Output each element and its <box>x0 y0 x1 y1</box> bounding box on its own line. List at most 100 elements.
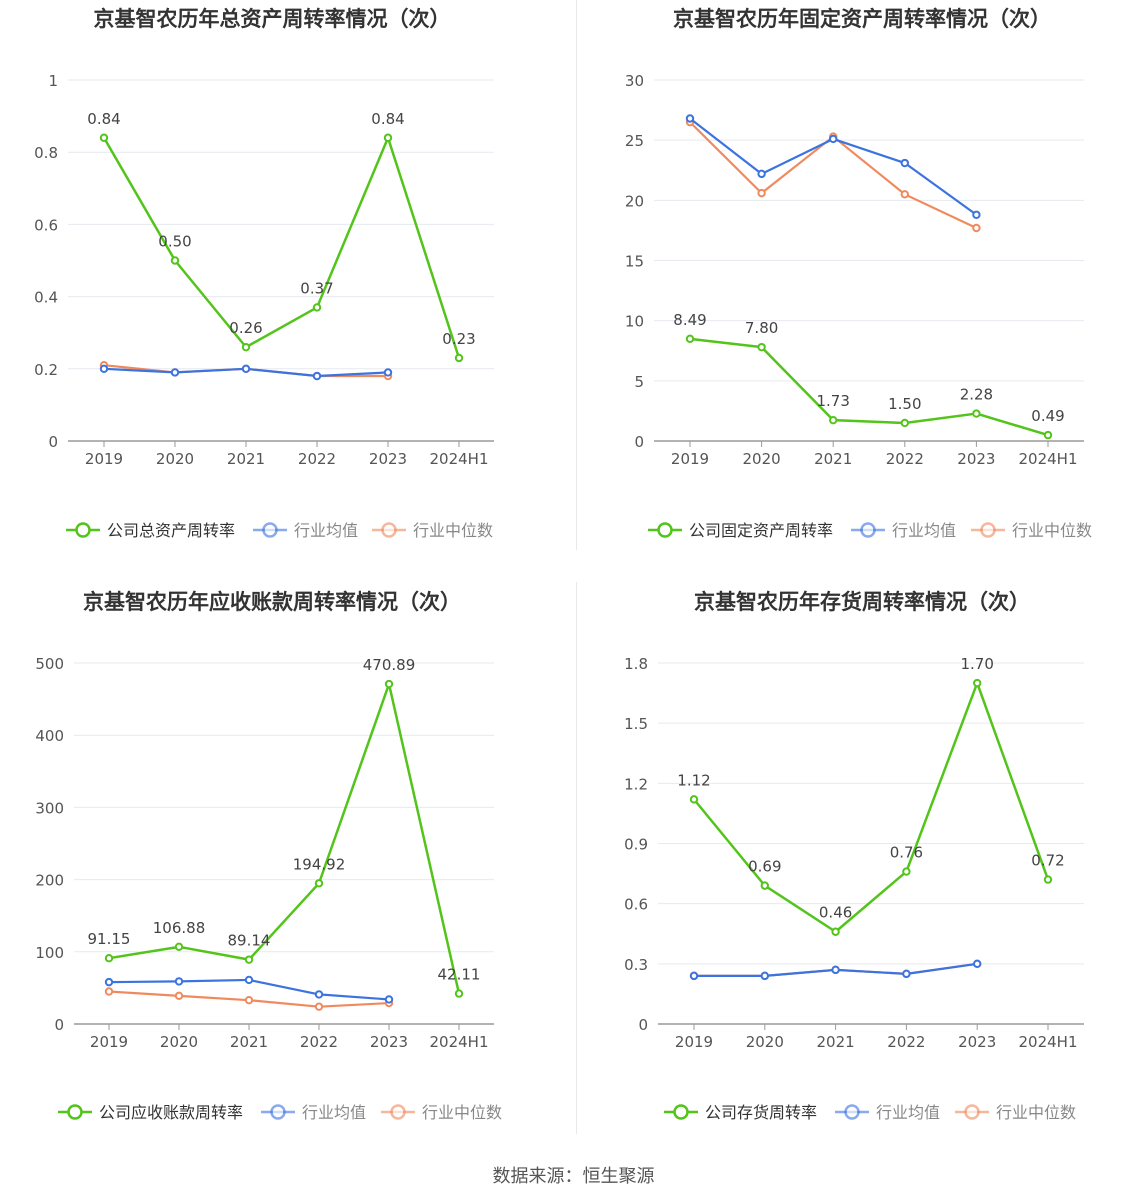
legend-label-avg: 行业均值 <box>302 1103 366 1122</box>
data-point-avg <box>685 114 695 123</box>
data-label: 0.49 <box>1031 407 1064 425</box>
y-tick-label: 15 <box>625 253 644 271</box>
data-point-avg <box>104 977 114 987</box>
legend-marker-avg <box>844 1104 860 1120</box>
data-point-avg <box>757 169 766 179</box>
x-tick-label: 2022 <box>298 450 336 468</box>
data-label: 0.26 <box>229 319 262 337</box>
x-tick-label: 2019 <box>90 1033 128 1051</box>
x-tick-label: 2023 <box>369 450 407 468</box>
data-label: 7.80 <box>745 319 778 337</box>
y-tick-label: 10 <box>625 313 644 331</box>
data-label: 0.46 <box>819 904 852 922</box>
legend-label-avg: 行业均值 <box>892 521 956 540</box>
data-label: 0.69 <box>748 858 781 876</box>
data-point-median <box>972 223 981 233</box>
data-label: 0.72 <box>1031 852 1064 870</box>
data-label: 0.37 <box>300 279 333 297</box>
data-point-company <box>760 881 769 890</box>
data-point-company <box>757 342 766 352</box>
data-point-avg <box>383 368 393 377</box>
y-tick-label: 30 <box>625 72 644 90</box>
y-tick-label: 1.2 <box>624 775 648 793</box>
data-point-company <box>685 334 695 344</box>
data-point-median <box>244 995 254 1005</box>
legend-marker-avg <box>860 522 876 538</box>
x-tick-label: 2019 <box>85 450 123 468</box>
legend-marker-company <box>657 522 673 538</box>
y-tick-label: 0.2 <box>34 361 58 379</box>
y-tick-label: 100 <box>35 944 64 962</box>
x-tick-label: 2020 <box>156 450 194 468</box>
x-tick-label: 2021 <box>814 450 852 468</box>
data-label: 0.76 <box>890 844 923 862</box>
legend-label-median: 行业中位数 <box>422 1103 502 1122</box>
data-point-company <box>900 418 909 428</box>
series-line-company <box>108 682 461 994</box>
data-point-avg <box>314 990 324 999</box>
data-point-median <box>104 987 114 996</box>
data-point-company <box>902 867 911 876</box>
legend-marker-median <box>381 522 397 538</box>
x-tick-label: 2020 <box>743 450 781 468</box>
legend-label-avg: 行业均值 <box>294 521 358 540</box>
x-tick-label: 2021 <box>817 1033 855 1051</box>
data-label: 42.11 <box>438 966 481 984</box>
y-tick-label: 0.9 <box>624 836 648 854</box>
data-point-company <box>170 256 180 265</box>
legend-label-median: 行业中位数 <box>1012 521 1092 540</box>
x-tick-label: 2024H1 <box>1019 450 1078 468</box>
data-label: 0.23 <box>442 330 475 348</box>
x-tick-label: 2019 <box>675 1033 713 1051</box>
data-point-company <box>973 678 982 688</box>
data-point-company <box>314 879 324 888</box>
data-point-company <box>689 795 699 804</box>
data-label: 1.70 <box>960 655 993 673</box>
data-point-company <box>244 955 254 964</box>
y-tick-label: 0.6 <box>34 216 58 234</box>
legend-marker-median <box>390 1104 406 1120</box>
legend-label-avg: 行业均值 <box>876 1103 940 1122</box>
data-point-avg <box>312 371 322 381</box>
data-point-company <box>174 942 184 952</box>
y-tick-label: 300 <box>35 799 64 817</box>
chart-title: 京基智农历年应收账款周转率情况（次） <box>83 590 461 614</box>
data-label: 470.89 <box>363 656 416 674</box>
y-tick-label: 1.8 <box>624 655 648 673</box>
x-tick-label: 2020 <box>746 1033 784 1051</box>
data-label: 0.84 <box>87 110 120 128</box>
x-tick-label: 2021 <box>227 450 265 468</box>
data-label: 106.88 <box>153 919 206 937</box>
x-tick-label: 2019 <box>671 450 709 468</box>
vertical-divider-top <box>576 0 577 550</box>
series-line-company <box>689 337 1049 437</box>
data-label: 91.15 <box>88 930 131 948</box>
x-tick-label: 2021 <box>230 1033 268 1051</box>
series-line-company <box>693 681 1050 933</box>
data-point-avg <box>241 364 251 373</box>
x-tick-label: 2024H1 <box>430 1033 489 1051</box>
y-tick-label: 5 <box>634 373 644 391</box>
y-tick-label: 0.6 <box>624 896 648 914</box>
legend-label-company: 公司存货周转率 <box>705 1103 817 1122</box>
chart-title: 京基智农历年固定资产周转率情况（次） <box>673 7 1051 31</box>
y-tick-label: 20 <box>625 192 644 210</box>
data-point-avg <box>170 368 180 377</box>
x-tick-label: 2023 <box>370 1033 408 1051</box>
y-tick-label: 200 <box>35 872 64 890</box>
data-point-company <box>454 989 464 998</box>
legend-marker-median <box>980 522 996 538</box>
data-point-company <box>384 679 394 689</box>
data-point-company <box>829 415 838 425</box>
data-point-company <box>1043 875 1053 884</box>
x-tick-label: 2023 <box>958 1033 996 1051</box>
chart-title: 京基智农历年总资产周转率情况（次） <box>94 7 451 31</box>
y-tick-label: 0 <box>48 433 58 451</box>
data-point-avg <box>244 975 254 985</box>
data-point-company <box>454 353 464 363</box>
data-label: 0.50 <box>158 233 191 251</box>
data-point-avg <box>689 971 699 981</box>
data-label: 0.84 <box>371 110 404 128</box>
data-label: 1.12 <box>677 771 710 789</box>
